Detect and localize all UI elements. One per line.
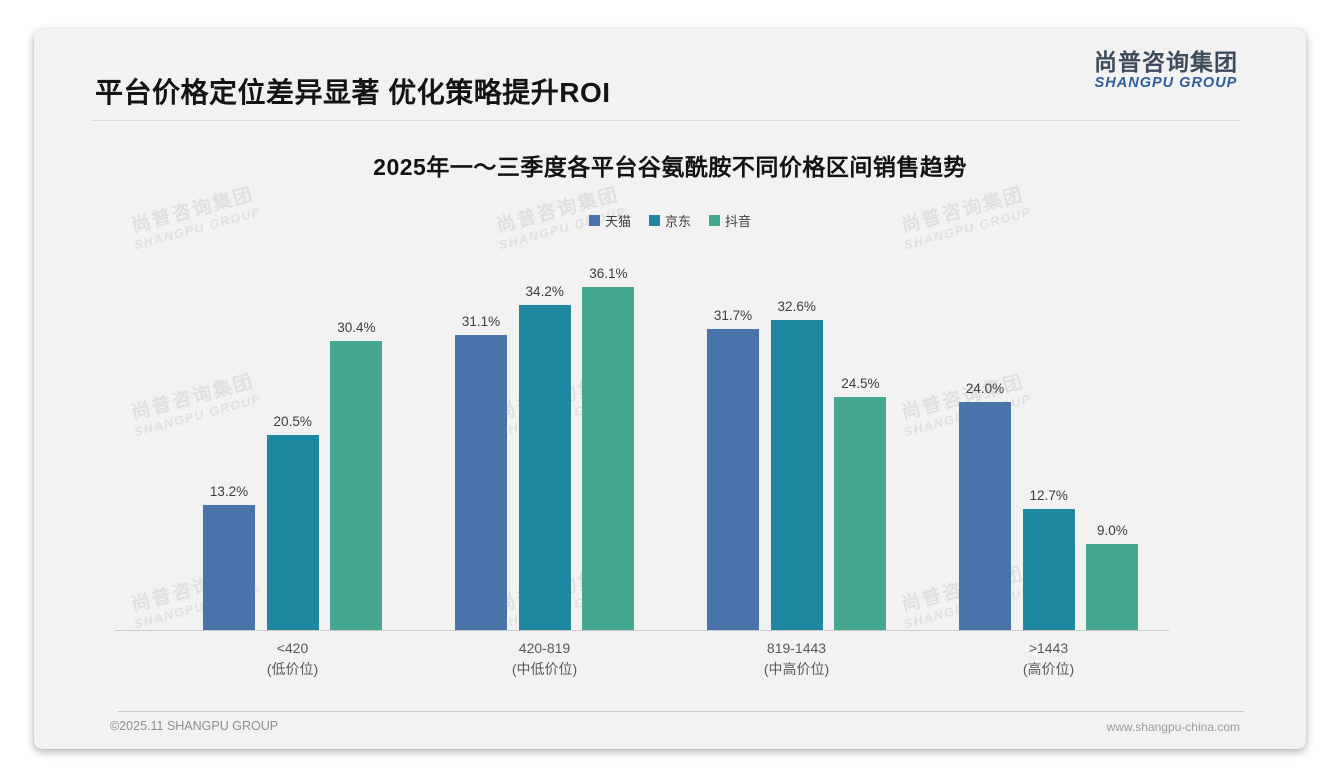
chart-legend: 天猫 京东 抖音 bbox=[34, 211, 1306, 230]
category-label: 420-819 (中低价位) bbox=[460, 638, 630, 680]
bar bbox=[518, 305, 571, 630]
legend-label: 抖音 bbox=[725, 214, 752, 229]
logo-english-name: SHANGPU GROUP bbox=[1094, 75, 1238, 91]
category-label: <420 (低价位) bbox=[208, 638, 378, 680]
bar-value-label: 9.0% bbox=[1097, 523, 1128, 538]
logo-chinese-name: 尚普咨询集团 bbox=[1094, 49, 1238, 75]
page-title: 平台价格定位差异显著 优化策略提升ROI bbox=[95, 77, 611, 108]
category-tier: (中高价位) bbox=[763, 661, 830, 677]
category-tier: (中低价位) bbox=[511, 661, 578, 677]
footer-divider bbox=[118, 711, 1244, 712]
category-tier: (低价位) bbox=[266, 661, 319, 677]
bar-value-label: 32.6% bbox=[777, 299, 816, 314]
legend-swatch-icon bbox=[648, 215, 660, 226]
legend-item: 天猫 bbox=[588, 211, 631, 230]
category-range: 420-819 bbox=[518, 640, 571, 656]
slide: 尚普咨询集团 SHANGPU GROUP 尚普咨询集团 SHANGPU GROUP 尚普… bbox=[34, 29, 1306, 749]
legend-item: 抖音 bbox=[709, 211, 751, 230]
bar-value-label: 12.7% bbox=[1029, 488, 1068, 503]
category-range: <420 bbox=[276, 640, 309, 656]
header-divider bbox=[92, 120, 1240, 121]
bar bbox=[330, 341, 383, 630]
bar-value-label: 36.1% bbox=[589, 266, 628, 281]
bar bbox=[266, 435, 319, 630]
bar-value-label: 13.2% bbox=[209, 484, 249, 499]
bar bbox=[834, 397, 887, 630]
bar bbox=[1086, 544, 1139, 630]
bar-value-label: 31.7% bbox=[713, 308, 753, 323]
category-label: 819-1443 (中高价位) bbox=[712, 638, 882, 680]
bar bbox=[707, 329, 759, 630]
x-axis-line bbox=[115, 630, 1169, 631]
chart-title: 2025年一～三季度各平台谷氨酰胺不同价格区间销售趋势 bbox=[373, 154, 967, 180]
bar bbox=[582, 287, 635, 630]
legend-label: 京东 bbox=[664, 214, 691, 229]
category-label: >1443 (高价位) bbox=[964, 638, 1134, 680]
category-tier: (高价位) bbox=[1022, 661, 1075, 677]
bar bbox=[770, 320, 823, 630]
bar-value-label: 31.1% bbox=[461, 314, 501, 329]
bar-value-label: 20.5% bbox=[273, 414, 312, 429]
company-logo: 尚普咨询集团 SHANGPU GROUP bbox=[1094, 49, 1238, 92]
bar-value-label: 34.2% bbox=[525, 284, 564, 299]
bar-value-label: 24.5% bbox=[841, 376, 880, 391]
legend-swatch-icon bbox=[709, 215, 720, 226]
legend-label: 天猫 bbox=[604, 214, 631, 229]
category-range: >1443 bbox=[1028, 640, 1069, 656]
bar bbox=[455, 335, 507, 630]
bar-value-label: 30.4% bbox=[337, 320, 376, 335]
bar-value-label: 24.0% bbox=[965, 381, 1005, 396]
footer-website: www.shangpu-china.com bbox=[1106, 720, 1240, 734]
bar bbox=[959, 402, 1011, 630]
footer-copyright: ©2025.11 SHANGPU GROUP bbox=[110, 719, 279, 733]
category-range: 819-1443 bbox=[766, 640, 827, 656]
bar bbox=[203, 505, 255, 630]
bar bbox=[1022, 509, 1075, 630]
legend-swatch-icon bbox=[588, 215, 600, 226]
legend-item: 京东 bbox=[648, 211, 691, 230]
bar-chart-plot: 13.2% 31.1% 31.7% 24.0% 20.5% 34.2% 32.6% 12.7%… bbox=[34, 29, 1306, 749]
